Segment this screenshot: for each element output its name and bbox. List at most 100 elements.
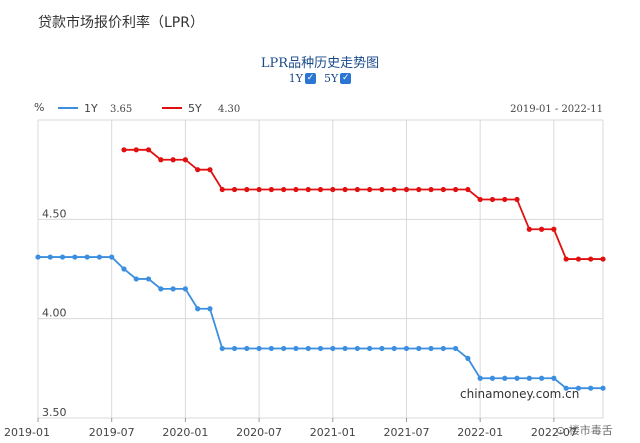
data-point-1y[interactable] — [305, 345, 311, 352]
data-point-1y[interactable] — [121, 266, 127, 272]
data-point-5y[interactable] — [600, 256, 606, 262]
data-point-1y[interactable] — [538, 375, 545, 381]
data-point-1y[interactable] — [367, 345, 373, 352]
toggle-1y[interactable]: 1Y ✓ — [289, 72, 316, 85]
data-point-5y[interactable] — [428, 186, 434, 193]
series-toggles: 1Y ✓ 5Y ✓ — [0, 72, 640, 85]
data-point-1y[interactable] — [514, 375, 520, 381]
data-point-5y[interactable] — [256, 186, 262, 193]
data-point-1y[interactable] — [416, 345, 422, 352]
data-point-5y[interactable] — [305, 186, 311, 193]
data-point-5y[interactable] — [281, 186, 287, 193]
data-point-1y[interactable] — [293, 345, 299, 352]
data-point-5y[interactable] — [526, 226, 532, 232]
data-point-1y[interactable] — [47, 254, 53, 260]
data-point-1y[interactable] — [256, 345, 262, 352]
data-point-5y[interactable] — [268, 186, 274, 193]
data-point-5y[interactable] — [145, 147, 152, 153]
logo-watermark: ⊙ 楼市毒舌 — [556, 422, 613, 438]
data-point-1y[interactable] — [453, 345, 459, 352]
data-point-5y[interactable] — [195, 167, 201, 173]
data-point-5y[interactable] — [551, 226, 557, 232]
data-point-1y[interactable] — [600, 385, 606, 391]
data-point-1y[interactable] — [575, 385, 582, 391]
data-point-5y[interactable] — [502, 196, 508, 203]
data-point-1y[interactable] — [244, 345, 250, 352]
data-point-1y[interactable] — [219, 345, 225, 352]
data-point-1y[interactable] — [342, 345, 348, 352]
data-point-1y[interactable] — [84, 254, 90, 260]
data-point-5y[interactable] — [158, 157, 164, 163]
data-point-5y[interactable] — [416, 186, 422, 193]
data-point-1y[interactable] — [489, 375, 496, 381]
data-point-5y[interactable] — [489, 196, 496, 203]
toggle-5y[interactable]: 5Y ✓ — [324, 72, 352, 85]
data-point-5y[interactable] — [244, 186, 250, 193]
data-point-1y[interactable] — [477, 375, 483, 381]
toggle-1y-label: 1Y — [288, 72, 303, 85]
data-point-5y[interactable] — [342, 186, 348, 193]
data-point-1y[interactable] — [502, 375, 508, 381]
y-tick-label: 4.00 — [42, 307, 67, 320]
data-point-5y[interactable] — [465, 186, 471, 193]
data-point-1y[interactable] — [109, 254, 115, 260]
data-point-5y[interactable] — [354, 186, 360, 193]
data-point-5y[interactable] — [207, 167, 213, 173]
data-point-1y[interactable] — [440, 345, 446, 352]
toggle-5y-checkbox-icon[interactable]: ✓ — [340, 73, 352, 84]
data-point-5y[interactable] — [317, 186, 324, 193]
data-point-1y[interactable] — [281, 345, 287, 352]
data-point-5y[interactable] — [231, 186, 238, 193]
data-point-1y[interactable] — [317, 345, 324, 352]
data-point-1y[interactable] — [465, 355, 471, 361]
data-point-5y[interactable] — [367, 186, 373, 193]
toggle-1y-checkbox-icon[interactable]: ✓ — [305, 73, 316, 84]
data-point-1y[interactable] — [195, 306, 201, 312]
data-point-1y[interactable] — [207, 306, 213, 312]
data-point-5y[interactable] — [391, 186, 397, 193]
data-point-1y[interactable] — [330, 345, 336, 352]
data-point-5y[interactable] — [588, 256, 594, 262]
legend-1y-name[interactable]: 1Y — [84, 102, 98, 115]
data-point-1y[interactable] — [379, 345, 385, 352]
x-tick-label: 2019-01 — [4, 426, 50, 439]
data-point-5y[interactable] — [121, 147, 127, 153]
legend-5y-name[interactable]: 5Y — [188, 102, 202, 115]
data-point-5y[interactable] — [133, 147, 139, 153]
data-point-1y[interactable] — [588, 385, 594, 391]
data-point-5y[interactable] — [563, 256, 569, 262]
data-point-1y[interactable] — [182, 286, 188, 292]
data-point-1y[interactable] — [391, 345, 397, 352]
data-point-5y[interactable] — [440, 186, 446, 193]
data-point-1y[interactable] — [145, 276, 152, 282]
data-point-1y[interactable] — [231, 345, 238, 352]
data-point-5y[interactable] — [182, 157, 188, 163]
data-point-1y[interactable] — [158, 286, 164, 292]
data-point-5y[interactable] — [170, 157, 176, 163]
data-point-5y[interactable] — [379, 186, 385, 193]
data-point-5y[interactable] — [538, 226, 545, 232]
data-point-5y[interactable] — [477, 196, 483, 203]
data-point-1y[interactable] — [403, 345, 410, 352]
series-line-1y — [38, 256, 603, 390]
data-point-5y[interactable] — [330, 186, 336, 193]
data-point-1y[interactable] — [551, 375, 557, 381]
x-tick-label: 2020-01 — [162, 426, 208, 439]
data-point-5y[interactable] — [575, 256, 582, 262]
data-point-5y[interactable] — [514, 196, 520, 203]
data-point-1y[interactable] — [526, 375, 532, 381]
data-point-1y[interactable] — [96, 254, 103, 260]
data-point-1y[interactable] — [268, 345, 274, 352]
data-point-1y[interactable] — [35, 254, 41, 260]
data-point-1y[interactable] — [59, 254, 66, 260]
data-point-1y[interactable] — [133, 276, 139, 282]
data-point-1y[interactable] — [563, 385, 569, 391]
data-point-5y[interactable] — [219, 186, 225, 193]
data-point-1y[interactable] — [428, 345, 434, 352]
data-point-1y[interactable] — [354, 345, 360, 352]
data-point-5y[interactable] — [403, 186, 410, 193]
data-point-1y[interactable] — [170, 286, 176, 292]
data-point-1y[interactable] — [72, 254, 78, 260]
data-point-5y[interactable] — [293, 186, 299, 193]
data-point-5y[interactable] — [453, 186, 459, 193]
